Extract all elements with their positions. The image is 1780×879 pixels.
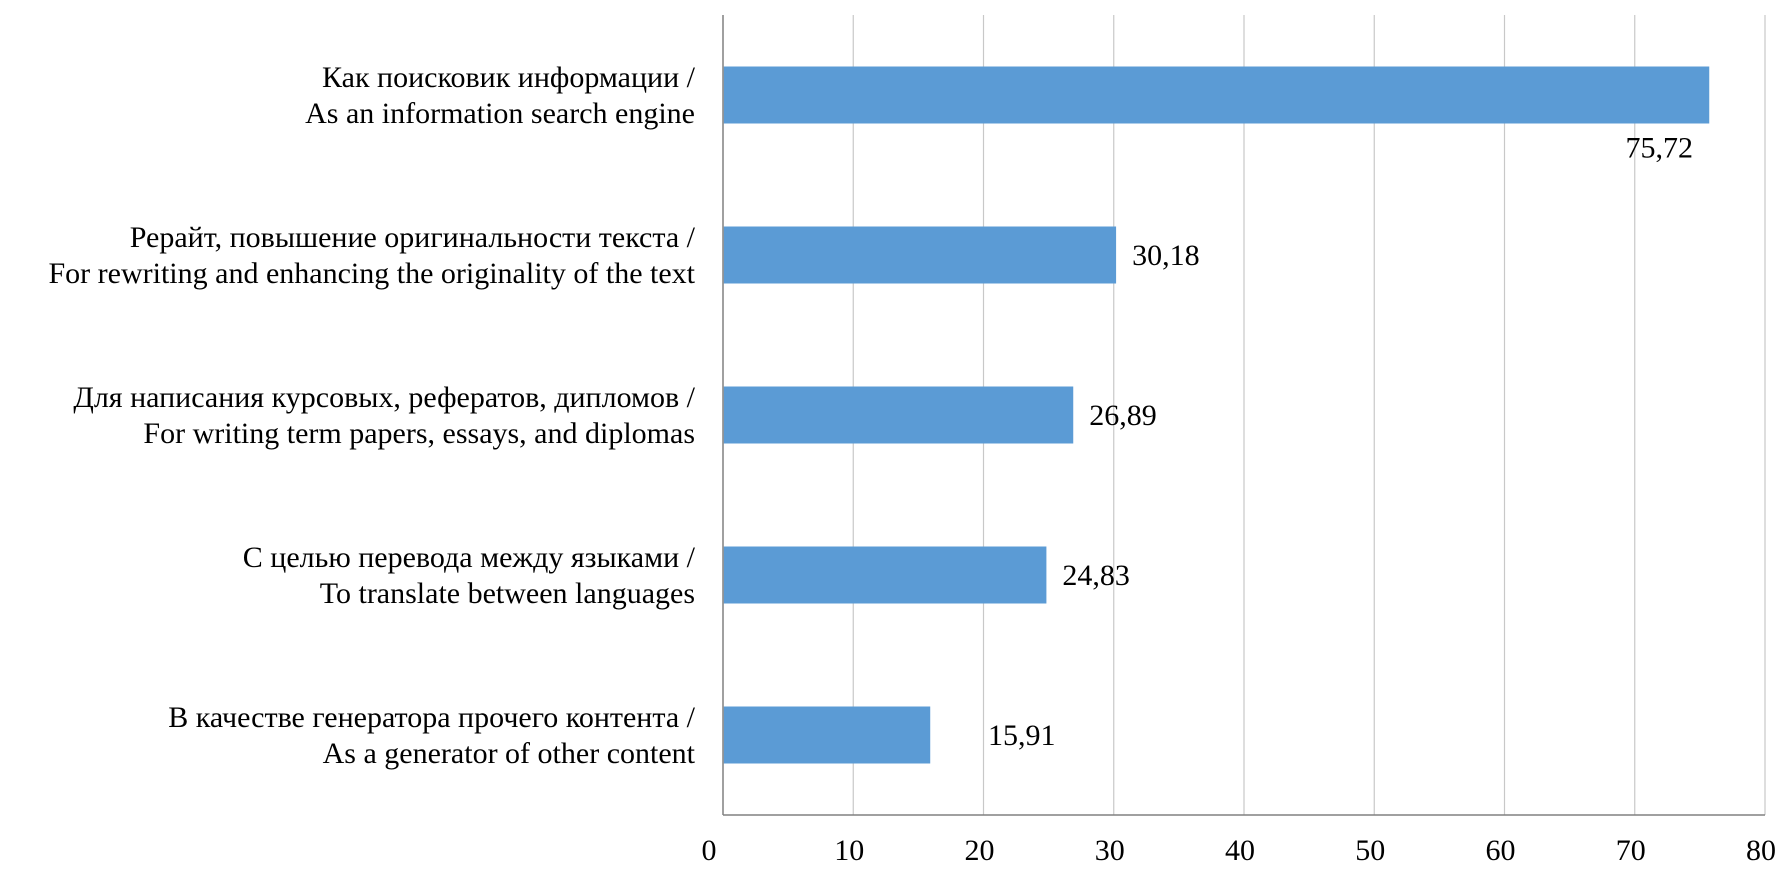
x-tick-label-40: 40 [1225, 834, 1255, 867]
value-label-0: 75,72 [1626, 132, 1694, 165]
x-tick-label-70: 70 [1616, 834, 1646, 867]
category-label-2: Для написания курсовых, рефератов, дипло… [73, 381, 695, 450]
category-label-4: В качестве генератора прочего контента /… [168, 701, 695, 770]
category-label-3-line-0: С целью перевода между языками / [243, 541, 696, 574]
x-tick-label-30: 30 [1095, 834, 1125, 867]
value-label-2: 26,89 [1089, 399, 1157, 432]
category-label-3-line-1: To translate between languages [320, 577, 695, 610]
bar-4 [723, 706, 931, 764]
category-label-2-line-0: Для написания курсовых, рефератов, дипло… [73, 381, 695, 414]
axes [722, 15, 1765, 816]
bar-1 [723, 226, 1117, 284]
category-labels: Как поисковик информации / As an informat… [49, 61, 696, 770]
category-label-3: С целью перевода между языками / To trans… [243, 541, 696, 610]
x-tick-label-50: 50 [1355, 834, 1385, 867]
x-tick-label-80: 80 [1746, 834, 1776, 867]
value-label-4: 15,91 [988, 719, 1056, 752]
category-label-4-line-1: As a generator of other content [323, 737, 696, 770]
x-tick-label-0: 0 [702, 834, 717, 867]
grid-lines [852, 15, 1766, 815]
x-tick-label-20: 20 [965, 834, 995, 867]
category-label-1-line-0: Рерайт, повышение оригинальности текста … [130, 221, 696, 254]
category-label-0-line-1: As an information search engine [305, 97, 695, 130]
category-label-4-line-0: В качестве генератора прочего контента / [168, 701, 695, 734]
value-label-3: 24,83 [1062, 559, 1130, 592]
bar-0 [723, 66, 1710, 124]
category-label-1: Рерайт, повышение оригинальности текста … [49, 221, 696, 290]
value-labels: 75,72 30,18 26,89 24,83 15,91 [988, 132, 1693, 753]
x-tick-labels: 0 10 20 30 40 50 60 70 80 [702, 834, 1777, 867]
category-label-2-line-1: For writing term papers, essays, and dip… [143, 417, 695, 450]
x-tick-label-10: 10 [834, 834, 864, 867]
category-label-0: Как поисковик информации / As an informat… [305, 61, 696, 130]
value-label-1: 30,18 [1132, 239, 1200, 272]
category-label-1-line-1: For rewriting and enhancing the original… [49, 257, 696, 290]
x-tick-label-60: 60 [1486, 834, 1516, 867]
category-label-0-line-0: Как поисковик информации / [322, 61, 696, 94]
bar-2 [723, 386, 1074, 444]
bar-3 [723, 546, 1047, 604]
bars [723, 66, 1710, 764]
